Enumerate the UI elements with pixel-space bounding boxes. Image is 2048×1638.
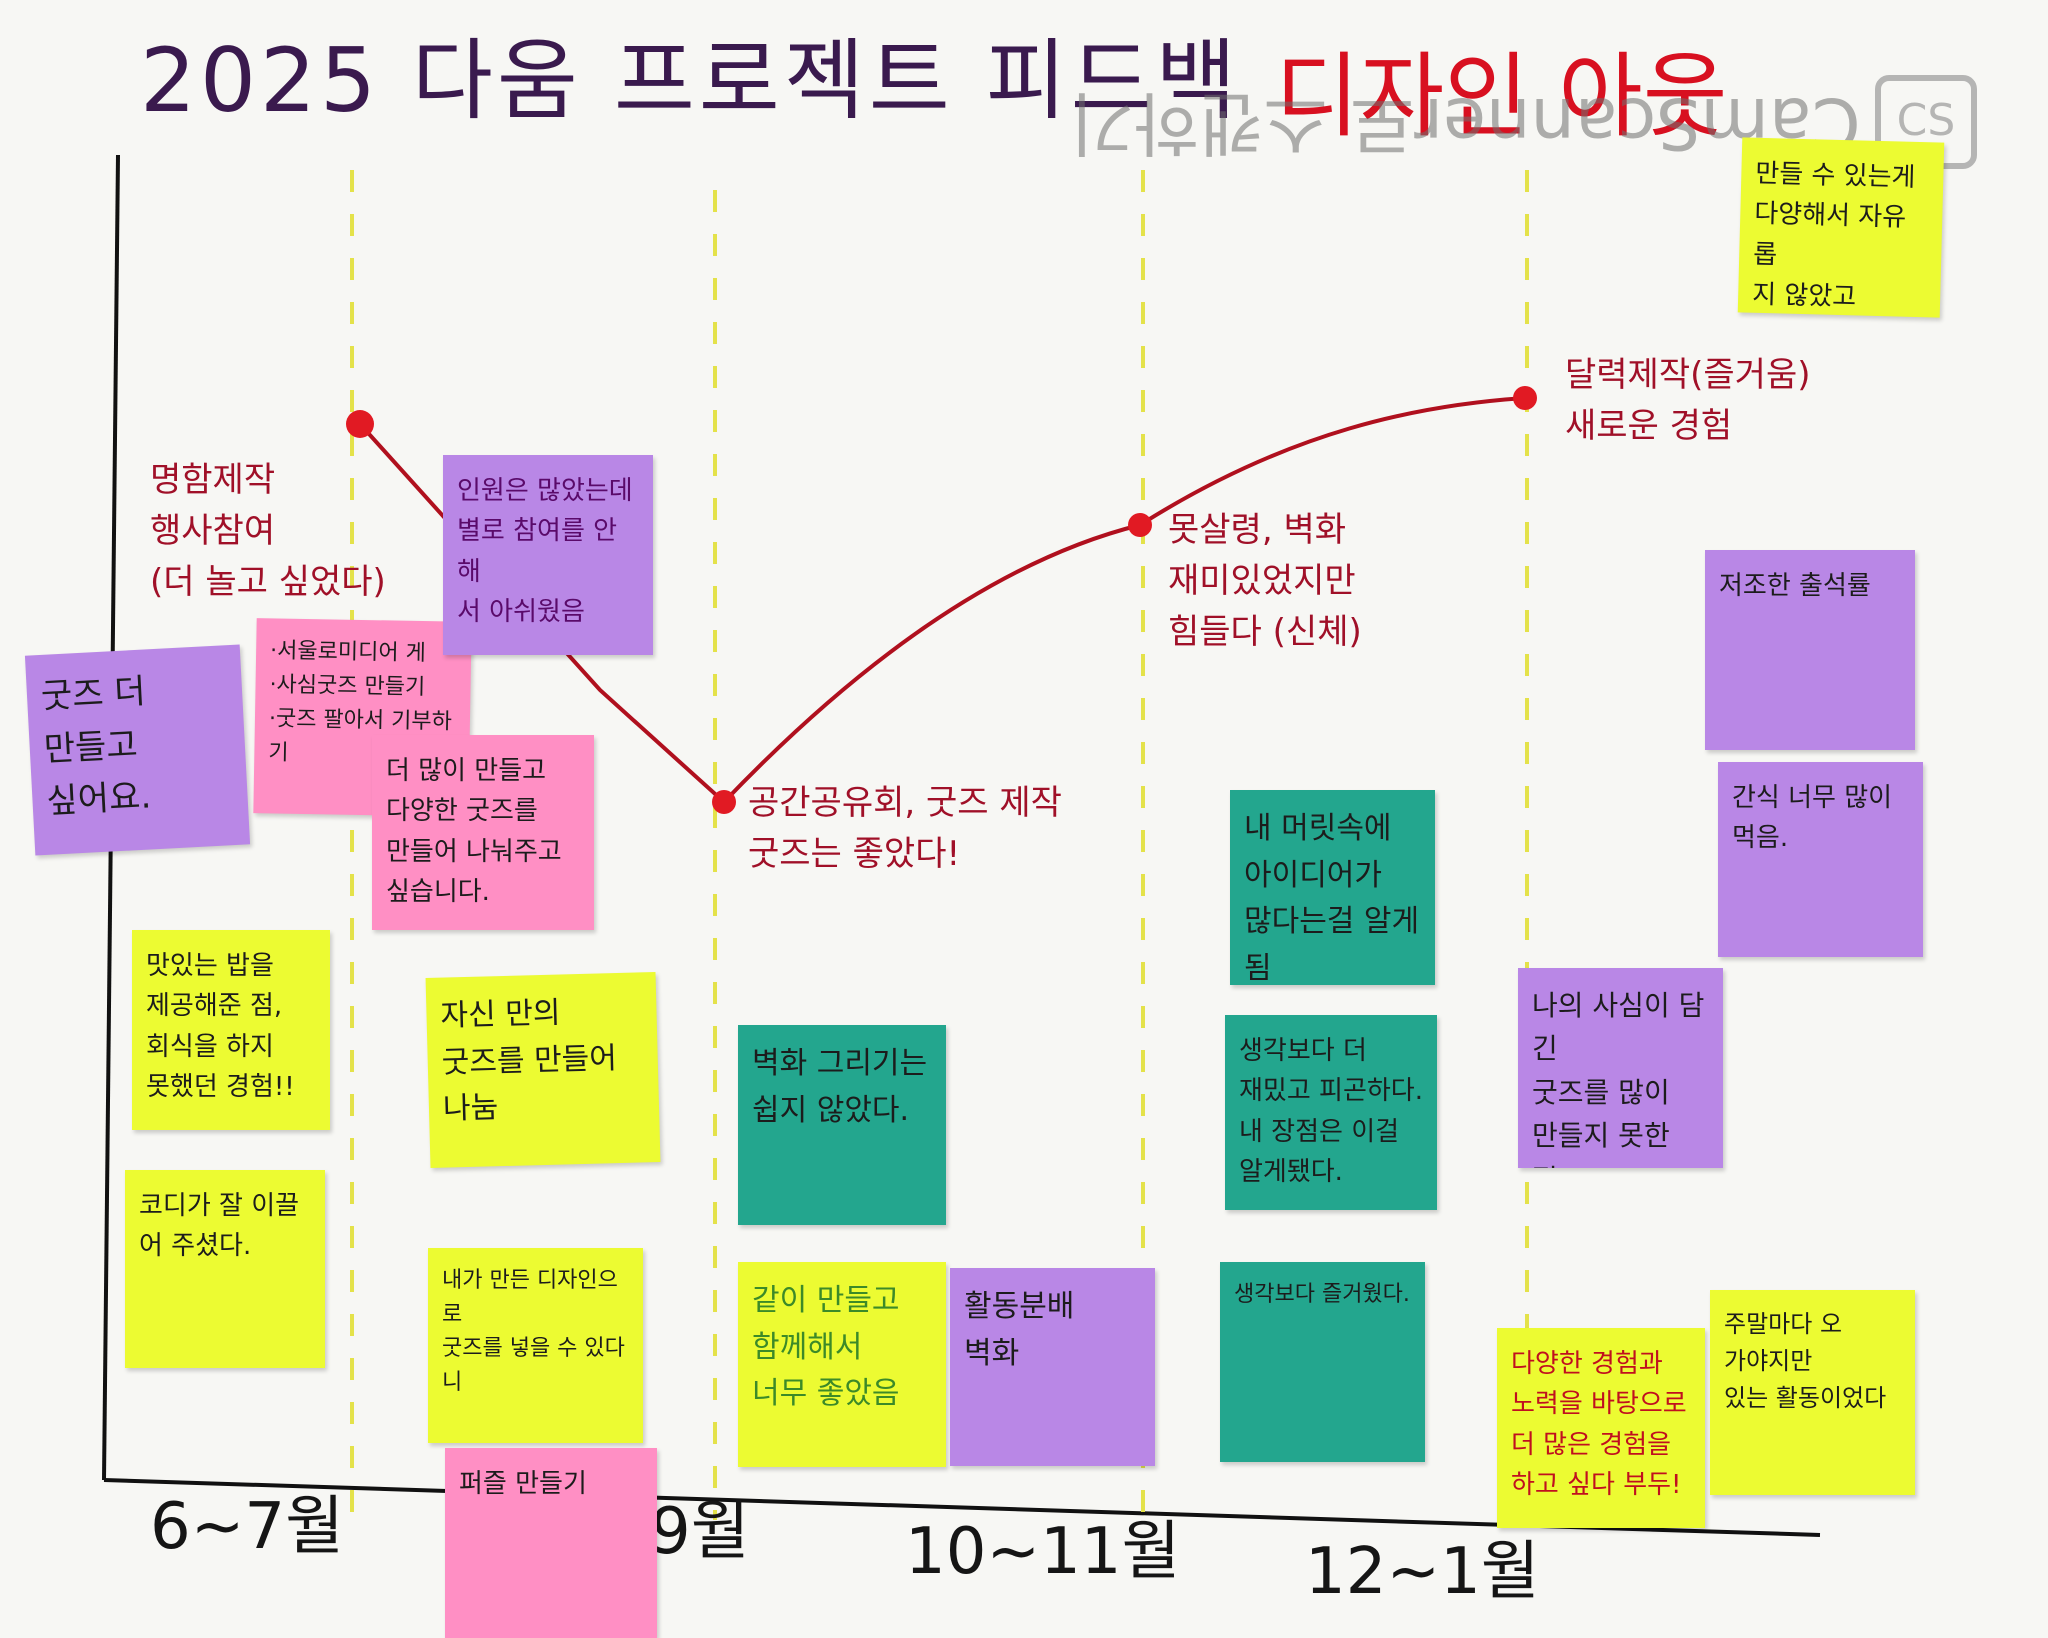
x-tick-label: 10~11월 [905, 1515, 1181, 1589]
sticky-note: 자신 만의 굿즈를 만들어 나눔 [425, 972, 661, 1168]
sticky-note: 코디가 잘 이끌 어 주셨다. [125, 1170, 325, 1368]
sticky-note: 퍼즐 만들기 [445, 1448, 657, 1638]
curve-label: 못살령, 벽화 재미있었지만 힘들다 (신체) [1168, 510, 1362, 652]
sticky-note: 생각보다 더 재밌고 피곤하다. 내 장점은 이걸 알게됐다. [1225, 1015, 1437, 1210]
sticky-note: 생각보다 즐거웠다. [1220, 1262, 1425, 1462]
team-name: 디자인 아웃 [1275, 43, 1728, 150]
curve-label: 명함제작 행사참여 (더 놀고 싶었다) [150, 460, 386, 602]
x-tick-label: 6~7월 [150, 1490, 344, 1564]
curve-point [712, 790, 736, 814]
sticky-note: 나의 사심이 담긴 굿즈를 많이 만들지 못한 점. [1518, 968, 1723, 1168]
sticky-note: 더 많이 만들고 다양한 굿즈를 만들어 나눠주고 싶습니다. [372, 735, 594, 930]
sticky-note: 활동분배 벽화 [950, 1268, 1155, 1466]
board-title: 2025 다움 프로젝트 피드백 [140, 29, 1241, 132]
sticky-note: 주말마다 오 가야지만 있는 활동이었다 [1710, 1290, 1915, 1495]
x-tick-label: 9월 [650, 1495, 750, 1569]
sticky-note: 같이 만들고 함께해서 너무 좋았음 [738, 1262, 946, 1467]
sticky-note: 저조한 출석률 [1705, 550, 1915, 750]
sticky-note: 인원은 많았는데 별로 참여를 안해 서 아쉬웠음 [443, 455, 653, 655]
satisfaction-curve [358, 396, 1526, 805]
x-tick-label: 12~1월 [1305, 1535, 1540, 1609]
sticky-note: 내 머릿속에 아이디어가 많다는걸 알게됨 [1230, 790, 1435, 985]
curve-point [1513, 386, 1537, 410]
sticky-note: 굿즈 더 만들고 싶어요. [24, 644, 251, 856]
curve-label: 공간공유회, 굿즈 제작 굿즈는 좋았다! [748, 783, 1062, 874]
sticky-note: 만들 수 있는게 다양해서 자유롭 지 않았고 만족스러웠 [1737, 137, 1945, 318]
curve-label: 달력제작(즐거움) 새로운 경험 [1565, 355, 1811, 446]
sticky-note: 내가 만든 디자인으로 굿즈를 넣을 수 있다니 [428, 1248, 643, 1443]
sticky-note: 간식 너무 많이 먹음. [1718, 762, 1923, 957]
sticky-note: 벽화 그리기는 쉽지 않았다. [738, 1025, 946, 1225]
sticky-note: 맛있는 밥을 제공해준 점, 회식을 하지 못했던 경험!! [132, 930, 330, 1130]
curve-point [346, 410, 374, 438]
curve-point [1128, 513, 1152, 537]
sticky-note: 다양한 경험과 노력을 바탕으로 더 많은 경험을 하고 싶다 부두! [1497, 1328, 1705, 1528]
